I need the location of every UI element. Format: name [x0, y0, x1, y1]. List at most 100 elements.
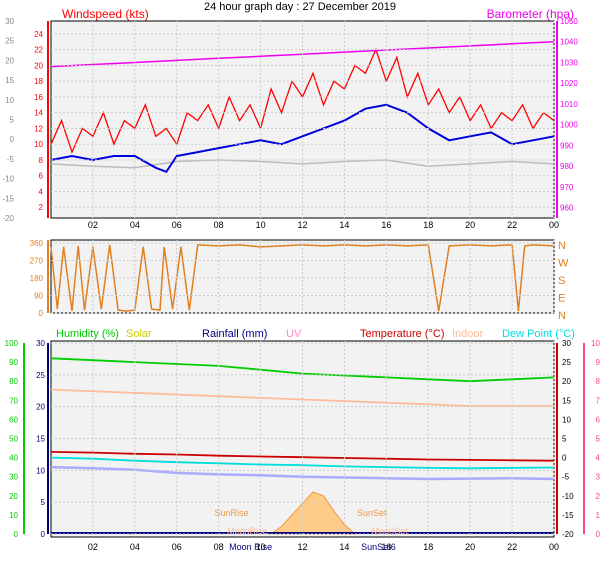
rainfall-tick-label: 30 [36, 339, 45, 348]
temperature-tick-label: -10 [562, 492, 574, 501]
barometer-tick-label: 980 [560, 162, 574, 171]
barometer-tick-label: 1030 [560, 58, 578, 67]
windspeed-tick-label: 14 [34, 109, 43, 118]
wind-direction-series [50, 244, 555, 312]
x-tick-label: 22 [507, 220, 517, 230]
wind-outer-tick-label: -5 [7, 155, 15, 164]
x-tick-label: 12 [297, 220, 307, 230]
solar-area [269, 491, 357, 535]
x-tick-label: 08 [214, 220, 224, 230]
wind-outer-tick-label: 20 [5, 56, 14, 65]
humidity-tick-label: 40 [9, 454, 18, 463]
sunset-annotation: SunSet [357, 508, 387, 518]
x-tick-label: 16 [381, 220, 391, 230]
compass-label: E [558, 293, 565, 305]
x-tick-label: 22 [507, 542, 517, 552]
barometer-tick-label: 1000 [560, 121, 578, 130]
direction-tick-label: 180 [30, 274, 44, 283]
legend-label: Temperature (°C) [360, 328, 444, 340]
legend-label: Dew Point (°C) [502, 328, 575, 340]
x-tick-label: 02 [88, 542, 98, 552]
temperature-tick-label: 30 [562, 339, 571, 348]
x-tick-label: 04 [130, 220, 140, 230]
rainfall-tick-label: 5 [41, 498, 46, 507]
windspeed-tick-label: 16 [34, 93, 43, 102]
temperature-tick-label: -20 [562, 530, 574, 539]
compass-label: S [558, 275, 565, 287]
humidity-tick-label: 70 [9, 396, 18, 405]
windspeed-tick-label: 2 [39, 203, 44, 212]
uv-tick-label: 2 [596, 492, 601, 501]
x-tick-label: 12 [297, 542, 307, 552]
uv-tick-label: 8 [596, 377, 601, 386]
barometer-tick-label: 970 [560, 183, 574, 192]
x-tick-label: 20 [465, 542, 475, 552]
direction-tick-label: 360 [30, 239, 44, 248]
temperature-tick-label: 0 [562, 454, 567, 463]
windspeed-series [50, 47, 555, 154]
x-tick-label: 10 [256, 542, 266, 552]
wind-outer-tick-label: -10 [2, 175, 14, 184]
humidity-tick-label: 0 [14, 530, 19, 539]
barometer-tick-label: 1050 [560, 17, 578, 26]
humidity-tick-label: 90 [9, 358, 18, 367]
legend-label: Rainfall (mm) [202, 328, 267, 340]
wind-average-series [50, 103, 555, 174]
sunrise-annotation: SunRise [214, 508, 248, 518]
x-tick-label: 06 [172, 542, 182, 552]
wind-outer-tick-label: 5 [10, 116, 15, 125]
humidity-tick-label: 100 [5, 339, 19, 348]
rainfall-tick-label: 25 [36, 371, 45, 380]
uv-tick-label: 9 [596, 358, 601, 367]
windspeed-label: Windspeed (kts) [62, 7, 149, 21]
windspeed-tick-label: 18 [34, 77, 43, 86]
uv-tick-label: 1 [596, 511, 601, 520]
direction-tick-label: 270 [30, 257, 44, 266]
barometer-tick-label: 960 [560, 204, 574, 213]
rainfall-tick-label: 20 [36, 403, 45, 412]
humidity-tick-label: 10 [9, 511, 18, 520]
barometer-tick-label: 1020 [560, 79, 578, 88]
wind-grey-series [50, 159, 555, 169]
uv-tick-label: 7 [596, 396, 601, 405]
sunset6-label: SunSet6 [361, 542, 396, 552]
rainfall-tick-label: 15 [36, 435, 45, 444]
wind-outer-tick-label: 15 [5, 76, 14, 85]
x-tick-label: 16 [381, 542, 391, 552]
x-tick-label: 14 [339, 542, 349, 552]
temperature-tick-label: -5 [562, 473, 570, 482]
barometer-tick-label: 1010 [560, 100, 578, 109]
uv-tick-label: 5 [596, 435, 601, 444]
x-tick-label: 06 [172, 220, 182, 230]
x-tick-label: 08 [214, 542, 224, 552]
humidity-tick-label: 60 [9, 415, 18, 424]
humidity-tick-label: 30 [9, 473, 18, 482]
legend-label: Indoor [452, 328, 484, 340]
wind-outer-tick-label: -15 [2, 194, 14, 203]
uv-tick-label: 6 [596, 415, 601, 424]
windspeed-tick-label: 4 [39, 187, 44, 196]
chart-title: 24 hour graph day : 27 December 2019 [204, 1, 396, 13]
x-tick-label: 02 [88, 220, 98, 230]
barometer-tick-label: 1040 [560, 38, 578, 47]
moonset-annotation: MoonSet [372, 526, 409, 536]
legend-label: UV [286, 328, 302, 340]
x-tick-label: 10 [256, 220, 266, 230]
windspeed-tick-label: 6 [39, 172, 44, 181]
x-tick-label: 04 [130, 542, 140, 552]
moonrise-label: Moon Rise [229, 542, 272, 552]
wind-outer-tick-label: 0 [10, 135, 15, 144]
direction-tick-label: 0 [39, 309, 44, 318]
rainfall-tick-label: 0 [41, 530, 46, 539]
temperature-tick-label: 20 [562, 377, 571, 386]
legend-label: Humidity (%) [56, 328, 119, 340]
uv-tick-label: 10 [591, 339, 600, 348]
humidity-tick-label: 50 [9, 435, 18, 444]
x-tick-label: 00 [549, 542, 559, 552]
temperature-tick-label: 15 [562, 396, 571, 405]
windspeed-tick-label: 22 [34, 46, 43, 55]
x-tick-label: 18 [423, 220, 433, 230]
wind-outer-tick-label: -20 [2, 214, 14, 223]
uv-tick-label: 3 [596, 473, 601, 482]
compass-label: W [558, 258, 569, 270]
